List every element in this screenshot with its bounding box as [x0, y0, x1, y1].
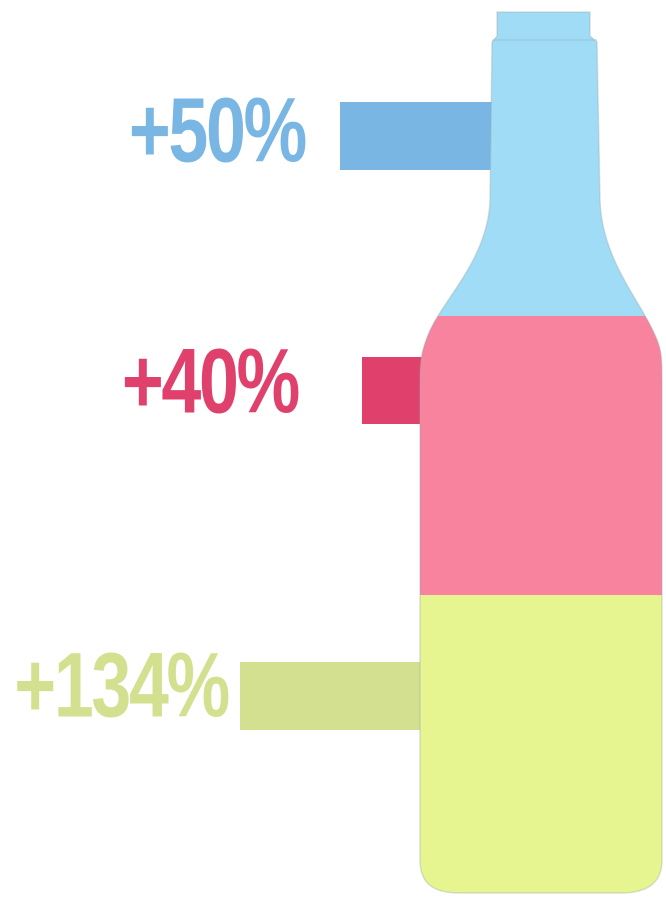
label: +134% — [14, 634, 229, 737]
label-group: +40% — [122, 330, 299, 433]
bottle-section — [400, 316, 666, 595]
bar — [240, 662, 428, 730]
infographic: +50% +40% +134% — [0, 0, 666, 899]
label: +50% — [129, 79, 306, 182]
bottle-section — [400, 595, 666, 899]
bar — [362, 357, 428, 424]
label: +40% — [122, 330, 299, 433]
bar — [340, 102, 500, 170]
label-group: +50% — [129, 79, 306, 182]
label-group: +134% — [14, 634, 229, 737]
